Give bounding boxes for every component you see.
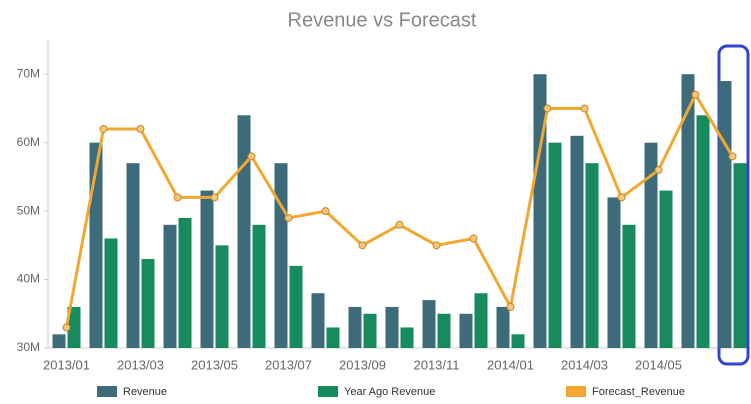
bar xyxy=(326,327,340,348)
bar xyxy=(385,306,399,348)
bar xyxy=(289,265,303,348)
line-point xyxy=(691,90,700,99)
bar xyxy=(215,245,229,348)
bar xyxy=(459,313,473,348)
x-tick-label: 2014/03 xyxy=(561,357,608,372)
legend-swatch xyxy=(97,386,117,397)
line-point xyxy=(395,220,404,229)
bar xyxy=(363,313,377,348)
line-point xyxy=(210,193,219,202)
line-point xyxy=(99,124,108,133)
line-point xyxy=(580,104,589,113)
x-tick-label: 2014/01 xyxy=(487,357,534,372)
line-point xyxy=(506,302,515,311)
y-tick-label: 70M xyxy=(17,66,40,80)
line-point xyxy=(136,124,145,133)
line-point xyxy=(617,193,626,202)
bar xyxy=(496,306,510,348)
bar xyxy=(52,334,66,348)
bar xyxy=(237,115,251,349)
bar xyxy=(104,238,118,348)
y-tick-label: 30M xyxy=(17,340,40,354)
x-tick-label: 2013/03 xyxy=(117,357,164,372)
legend-label: Forecast_Revenue xyxy=(592,386,685,398)
bar xyxy=(141,259,155,348)
bar xyxy=(200,190,214,348)
chart-title: Revenue vs Forecast xyxy=(288,9,477,31)
line-point xyxy=(469,234,478,243)
bar xyxy=(348,306,362,348)
x-tick-label: 2013/11 xyxy=(413,357,459,372)
bar xyxy=(511,334,525,348)
x-tick-label: 2013/07 xyxy=(265,357,312,372)
y-tick-label: 50M xyxy=(17,203,40,217)
bar xyxy=(733,163,747,348)
x-tick-label: 2013/09 xyxy=(339,357,386,372)
y-tick-label: 60M xyxy=(17,135,40,149)
bar xyxy=(274,163,288,348)
y-tick-label: 40M xyxy=(17,272,40,286)
x-tick-label: 2014/05 xyxy=(635,357,682,372)
x-tick-label: 2013/05 xyxy=(191,357,238,372)
line-point xyxy=(654,166,663,175)
bar xyxy=(422,300,436,348)
legend-label: Revenue xyxy=(123,386,167,398)
line-point xyxy=(62,323,71,332)
legend-label: Year Ago Revenue xyxy=(344,386,435,398)
line-point xyxy=(728,152,737,161)
bar xyxy=(400,327,414,348)
line-point xyxy=(543,104,552,113)
bar xyxy=(607,197,621,348)
legend-swatch xyxy=(566,386,586,397)
bar xyxy=(681,74,695,348)
bar xyxy=(718,81,732,349)
bar xyxy=(178,217,192,348)
bar xyxy=(622,224,636,348)
bar xyxy=(585,163,599,348)
bar xyxy=(126,163,140,348)
line-point xyxy=(432,241,441,250)
line-point xyxy=(284,213,293,222)
bar xyxy=(437,313,451,348)
bar xyxy=(67,306,81,348)
line-point xyxy=(321,207,330,216)
x-tick-label: 2013/01 xyxy=(43,357,90,372)
line-point xyxy=(247,152,256,161)
bar xyxy=(659,190,673,348)
line-point xyxy=(173,193,182,202)
bar xyxy=(696,115,710,349)
bar xyxy=(644,142,658,348)
line-point xyxy=(358,241,367,250)
bar xyxy=(533,74,547,348)
bar xyxy=(311,293,325,348)
bar xyxy=(252,224,266,348)
bar xyxy=(474,293,488,348)
legend-swatch xyxy=(318,386,338,397)
bar xyxy=(548,142,562,348)
bar xyxy=(163,224,177,348)
bar xyxy=(570,135,584,348)
